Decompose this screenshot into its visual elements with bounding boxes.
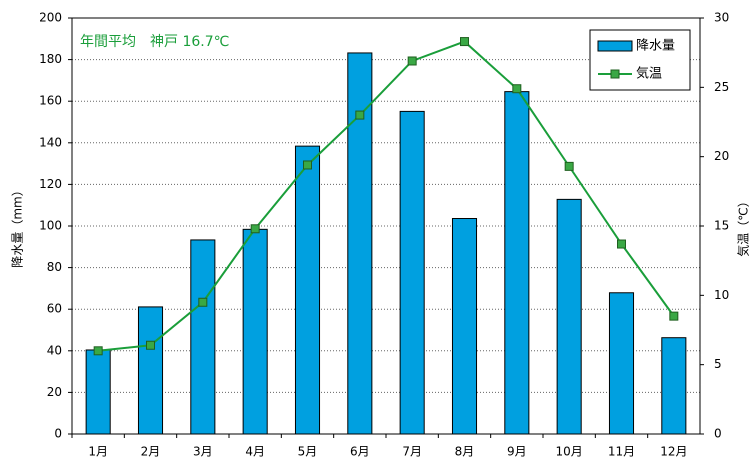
y2-axis-label: 気温（℃） xyxy=(736,195,751,256)
marker xyxy=(355,110,365,120)
x-tick-label: 2月 xyxy=(141,445,161,459)
marker xyxy=(460,37,469,47)
legend-marker xyxy=(610,69,620,79)
marker xyxy=(564,161,574,171)
marker xyxy=(146,340,155,350)
bar xyxy=(190,239,216,435)
annotation: 年間平均 神戸 16.7℃ xyxy=(80,34,229,50)
bar xyxy=(137,306,164,435)
marker xyxy=(512,84,522,94)
y-tick-label: 120 xyxy=(39,177,62,191)
y2-tick-label: 10 xyxy=(714,288,729,302)
x-tick-label: 1月 xyxy=(88,445,108,459)
marker xyxy=(303,160,312,170)
marker xyxy=(407,56,417,66)
x-tick-label: 12月 xyxy=(660,445,687,459)
y2-tick-label: 15 xyxy=(714,219,729,233)
line xyxy=(98,40,675,352)
y2-tick-label: 0 xyxy=(714,427,722,441)
x-tick-label: 10月 xyxy=(556,445,583,459)
marker xyxy=(198,297,208,307)
bar xyxy=(504,91,530,435)
marker xyxy=(250,224,260,234)
legend-swatch xyxy=(597,40,633,52)
bar xyxy=(294,145,321,435)
y-tick-label: 40 xyxy=(47,343,62,357)
x-tick-label: 9月 xyxy=(507,445,527,459)
bar xyxy=(242,228,268,435)
x-tick-label: 8月 xyxy=(455,445,475,459)
x-tick-label: 5月 xyxy=(298,445,318,459)
marker xyxy=(617,239,626,249)
y-tick-label: 180 xyxy=(39,52,62,66)
y-tick-label: 160 xyxy=(39,94,62,108)
bar xyxy=(347,52,373,435)
bar xyxy=(608,292,635,435)
y2-tick-label: 5 xyxy=(714,357,722,371)
y-tick-label: 100 xyxy=(39,219,62,233)
x-tick-label: 11月 xyxy=(608,445,635,459)
y-tick-label: 140 xyxy=(39,135,62,149)
y-tick-label: 20 xyxy=(47,385,62,399)
y2-tick-label: 20 xyxy=(714,149,729,163)
y-axis-label: 降水量（mm） xyxy=(11,184,25,267)
bar xyxy=(661,337,687,435)
bar xyxy=(399,110,425,435)
x-tick-label: 6月 xyxy=(350,445,370,459)
y-tick-label: 200 xyxy=(39,11,62,25)
x-tick-label: 7月 xyxy=(402,445,422,459)
bar xyxy=(85,349,111,435)
marker xyxy=(93,346,103,356)
y2-tick-label: 30 xyxy=(714,11,729,25)
x-tick-label: 3月 xyxy=(193,445,213,459)
legend-label: 気温 xyxy=(636,66,662,82)
y-tick-label: 0 xyxy=(54,427,62,441)
y-tick-label: 60 xyxy=(47,302,62,316)
y-tick-label: 80 xyxy=(47,260,62,274)
bar xyxy=(556,198,582,435)
x-tick-label: 4月 xyxy=(245,445,265,459)
legend-label: 降水量 xyxy=(636,39,675,54)
bar xyxy=(451,218,478,435)
y2-tick-label: 25 xyxy=(714,80,729,94)
marker xyxy=(669,311,679,321)
legend-box xyxy=(589,29,691,91)
